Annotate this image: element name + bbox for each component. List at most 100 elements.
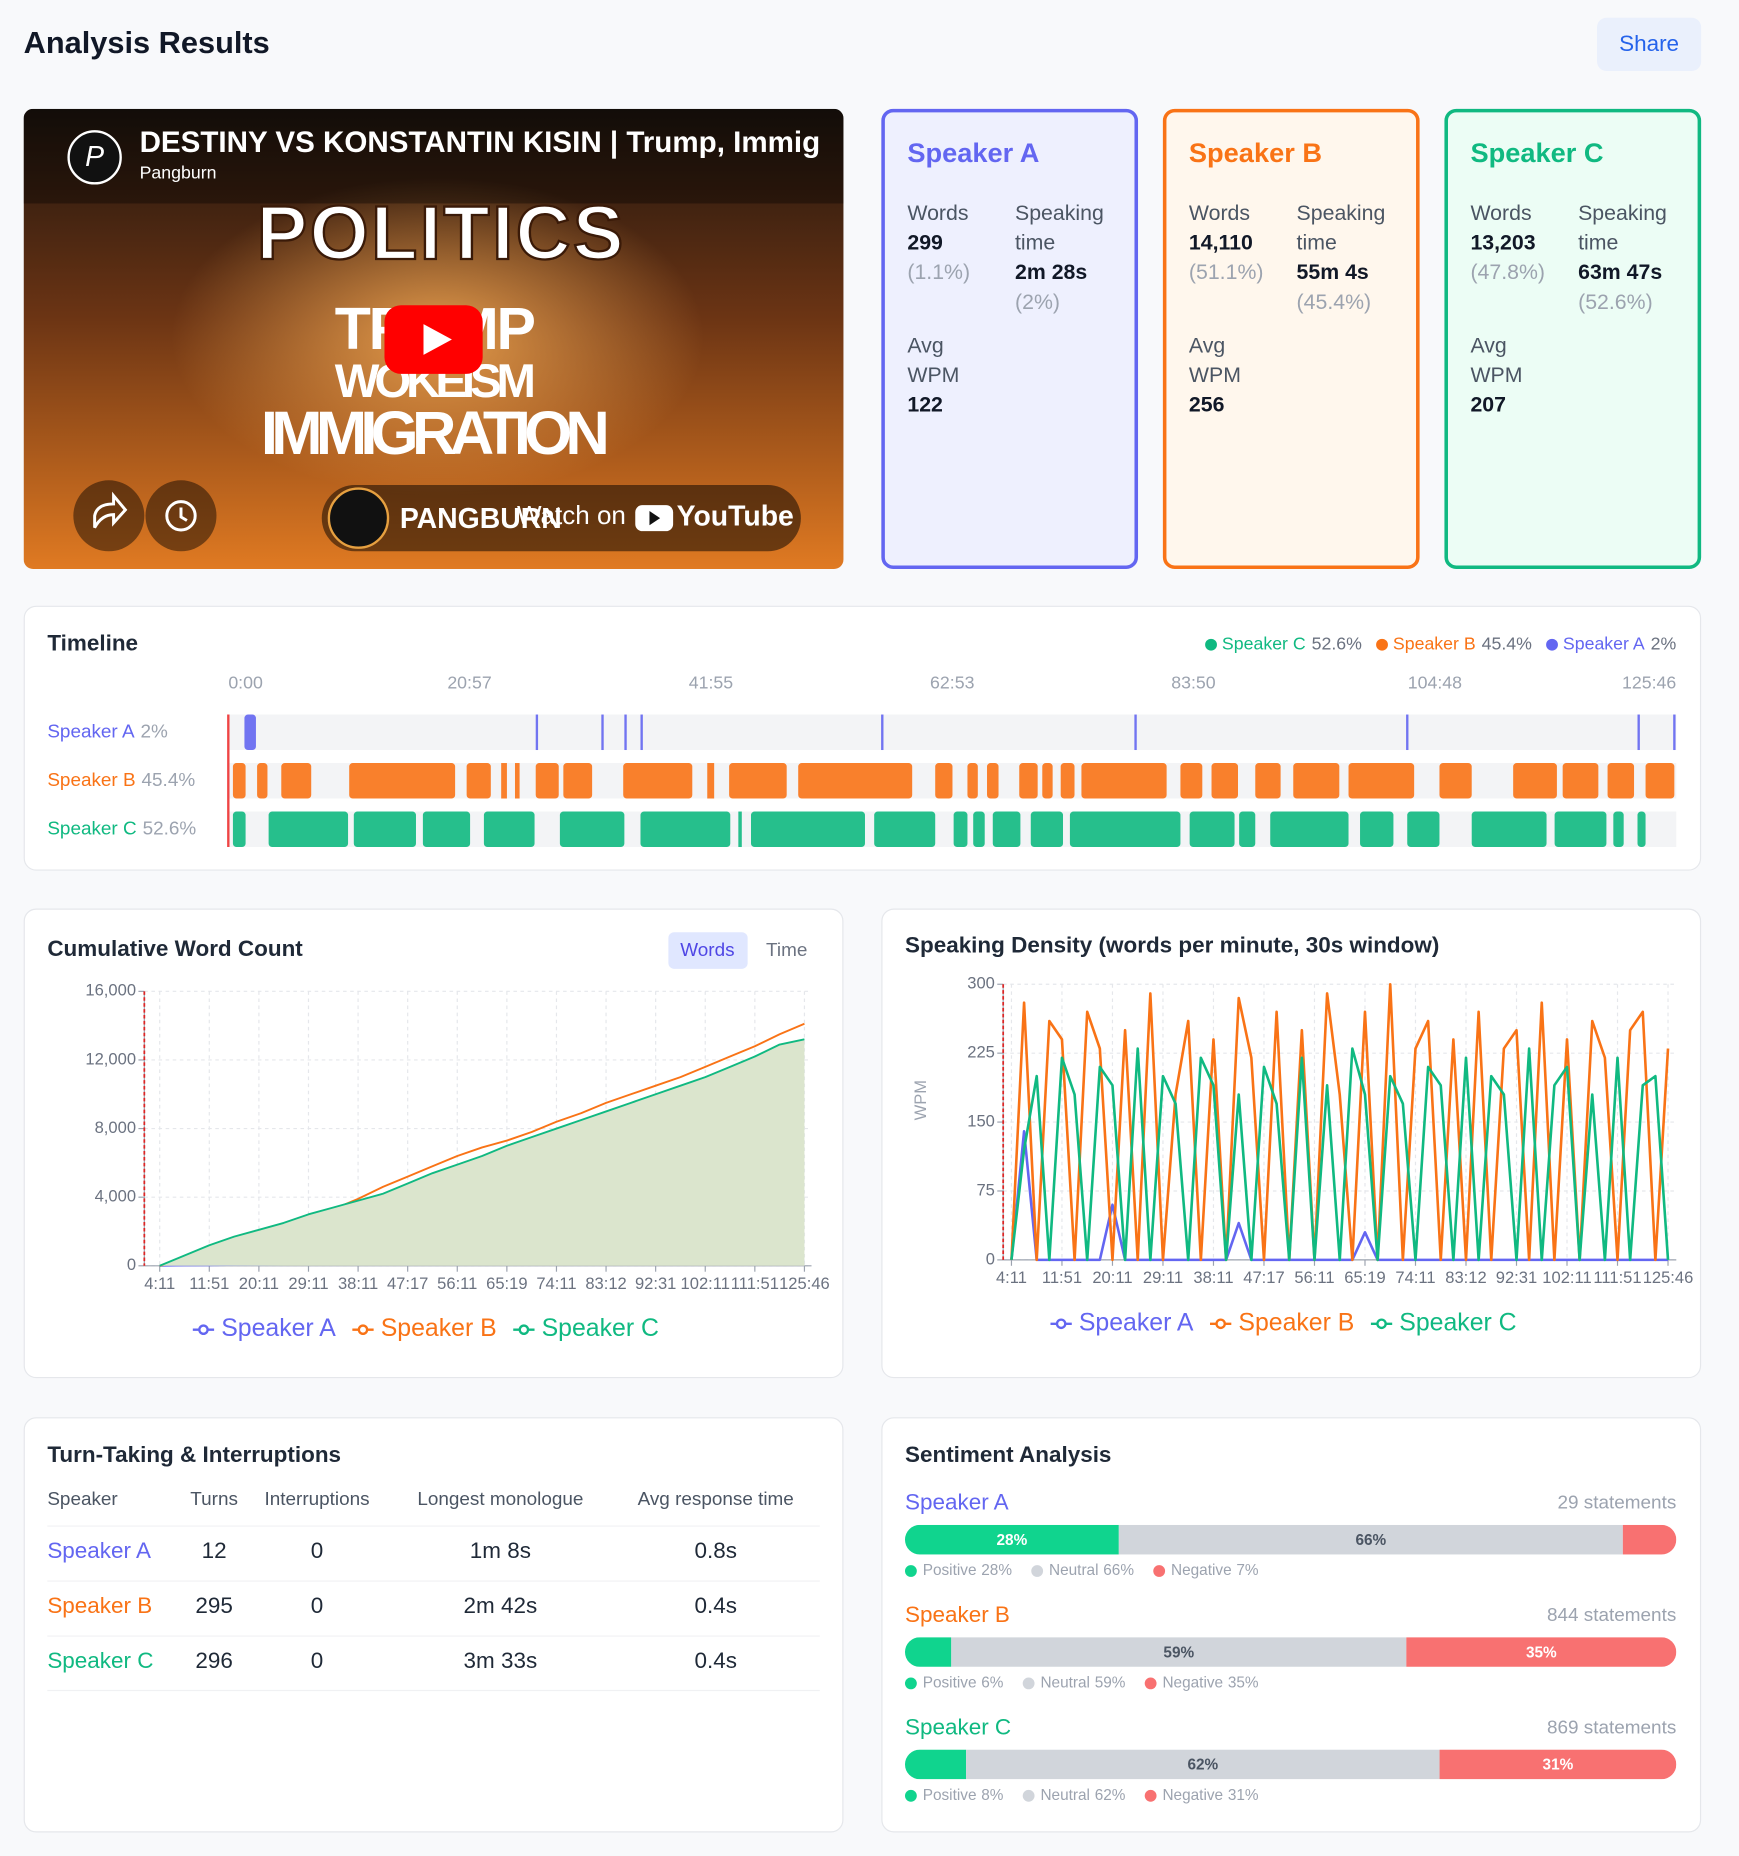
x-tick-label: 83:50 (1171, 672, 1216, 692)
share-button[interactable] (1597, 17, 1702, 71)
speech-segment (1239, 811, 1256, 848)
table-cell: 0 (311, 1648, 324, 1673)
speech-segment (1134, 714, 1137, 751)
speech-segment (601, 714, 604, 751)
legend-label: Speaker A (1079, 1309, 1194, 1336)
x-tick-label: 20:57 (447, 672, 491, 692)
speech-segment (1348, 763, 1415, 799)
x-tick-label: 65:19 (1344, 1268, 1385, 1287)
cumulative-title: Cumulative Word Count (47, 936, 303, 961)
table-cell: 3m 33s (464, 1648, 538, 1673)
sentiment-segment (904, 1524, 1119, 1555)
speech-segment (1673, 714, 1676, 751)
table-cell: 0.4s (694, 1593, 736, 1618)
legend-marker (1055, 1318, 1067, 1330)
share-label[interactable]: Share (1619, 31, 1679, 56)
words-toggle-label[interactable]: Words (680, 940, 734, 961)
legend-value: 35% (1228, 1674, 1259, 1691)
table-cell: 2m 42s (464, 1593, 538, 1618)
legend-share: 2% (1651, 633, 1677, 653)
words-value: 299 (907, 230, 943, 255)
legend-value: 6% (981, 1674, 1004, 1691)
speech-segment (563, 763, 593, 799)
words-share: (47.8%) (1470, 260, 1546, 284)
time-toggle-label[interactable]: Time (766, 940, 807, 961)
legend-label: Speaker C (1399, 1309, 1516, 1336)
sentiment-speaker: Speaker A (905, 1490, 1009, 1515)
x-tick-label: 29:11 (1143, 1268, 1183, 1287)
x-tick-label: 74:11 (536, 1274, 576, 1293)
speech-segment (422, 811, 471, 848)
x-tick-label: 83:12 (585, 1274, 626, 1293)
segment-label: 28% (997, 1532, 1028, 1549)
time-label: Speaking time (1015, 201, 1104, 255)
thumbnail-text: POLITICS (257, 191, 624, 276)
wpm-label: Avg WPM (1188, 333, 1241, 387)
speech-segment (1189, 811, 1235, 848)
legend-dot (1031, 1565, 1044, 1577)
legend-marker (1376, 1318, 1387, 1330)
x-tick-label: 92:31 (1496, 1268, 1537, 1287)
legend-name: Speaker C (1222, 633, 1306, 653)
sentiment-segment (1118, 1524, 1623, 1555)
statement-count: 844 statements (1547, 1605, 1676, 1626)
time-value: 63m 47s (1578, 260, 1663, 284)
video-embed[interactable]: P DESTINY VS KONSTANTIN KISIN | Trump, I… (23, 108, 844, 570)
legend-name: Neutral (1040, 1787, 1090, 1804)
sentiment-segment (1406, 1637, 1677, 1667)
speech-segment (874, 811, 936, 848)
sentiment-speaker: Speaker B (905, 1602, 1010, 1627)
brand-logo (327, 487, 390, 549)
legend-value: 7% (1236, 1562, 1259, 1579)
speech-segment (1471, 811, 1547, 848)
speech-segment (1613, 811, 1624, 848)
column-header: Longest monologue (417, 1489, 583, 1510)
legend: Speaker A Speaker B Speaker C (1050, 1309, 1517, 1336)
legend-item: Positive 8% (923, 1787, 1004, 1804)
speech-segment (268, 811, 349, 848)
segment-label: 59% (1163, 1644, 1194, 1661)
legend-name: Neutral (1040, 1674, 1090, 1691)
legend-item: Speaker B 45.4% (1393, 633, 1532, 653)
video-channel: Pangburn (140, 163, 217, 183)
legend-item: Neutral 62% (1040, 1787, 1125, 1804)
legend-value: 8% (981, 1787, 1004, 1804)
density-panel (881, 908, 1702, 1379)
speech-segment (1439, 763, 1472, 799)
watch-on-youtube-button[interactable] (321, 485, 801, 552)
speech-segment (640, 811, 731, 848)
y-tick-label: 8,000 (95, 1118, 136, 1137)
legend-label: Speaker B (1238, 1309, 1354, 1336)
speech-segment (501, 763, 507, 799)
legend-item: Negative 31% (1162, 1787, 1258, 1804)
x-tick-label: 47:17 (387, 1274, 428, 1293)
y-tick-label: 300 (967, 974, 995, 993)
legend-label: Speaker C (542, 1315, 659, 1342)
legend-dot (1022, 1677, 1035, 1690)
x-tick-label: 65:19 (486, 1274, 527, 1293)
segment-label: 35% (1526, 1644, 1557, 1661)
speech-segment (1060, 763, 1075, 799)
speech-segment (1607, 763, 1635, 799)
x-tick-label: 20:11 (239, 1274, 279, 1293)
sentiment-segment (904, 1637, 952, 1667)
legend-name: Positive (923, 1674, 977, 1691)
legend-marker (1215, 1318, 1226, 1330)
words-label: Words (1470, 201, 1532, 225)
wpm-value: 122 (907, 392, 943, 417)
legend-label: Speaker B (381, 1315, 497, 1342)
y-tick-label: 0 (986, 1249, 995, 1268)
words-toggle[interactable] (668, 932, 748, 969)
table-cell: 0.8s (694, 1538, 736, 1563)
speech-segment (514, 763, 520, 799)
speech-segment (881, 714, 884, 751)
row-label: Speaker B 45.4% (47, 770, 195, 791)
table-cell: 0 (311, 1538, 324, 1563)
speaker-card: Speaker C Words 13,203 (47.8%) Speaking time… (1444, 108, 1702, 570)
time-value: 55m 4s (1296, 260, 1369, 284)
legend-name: Negative (1162, 1674, 1223, 1691)
video-header (23, 108, 844, 204)
time-label: Speaking time (1578, 201, 1667, 255)
area (159, 1039, 805, 1266)
